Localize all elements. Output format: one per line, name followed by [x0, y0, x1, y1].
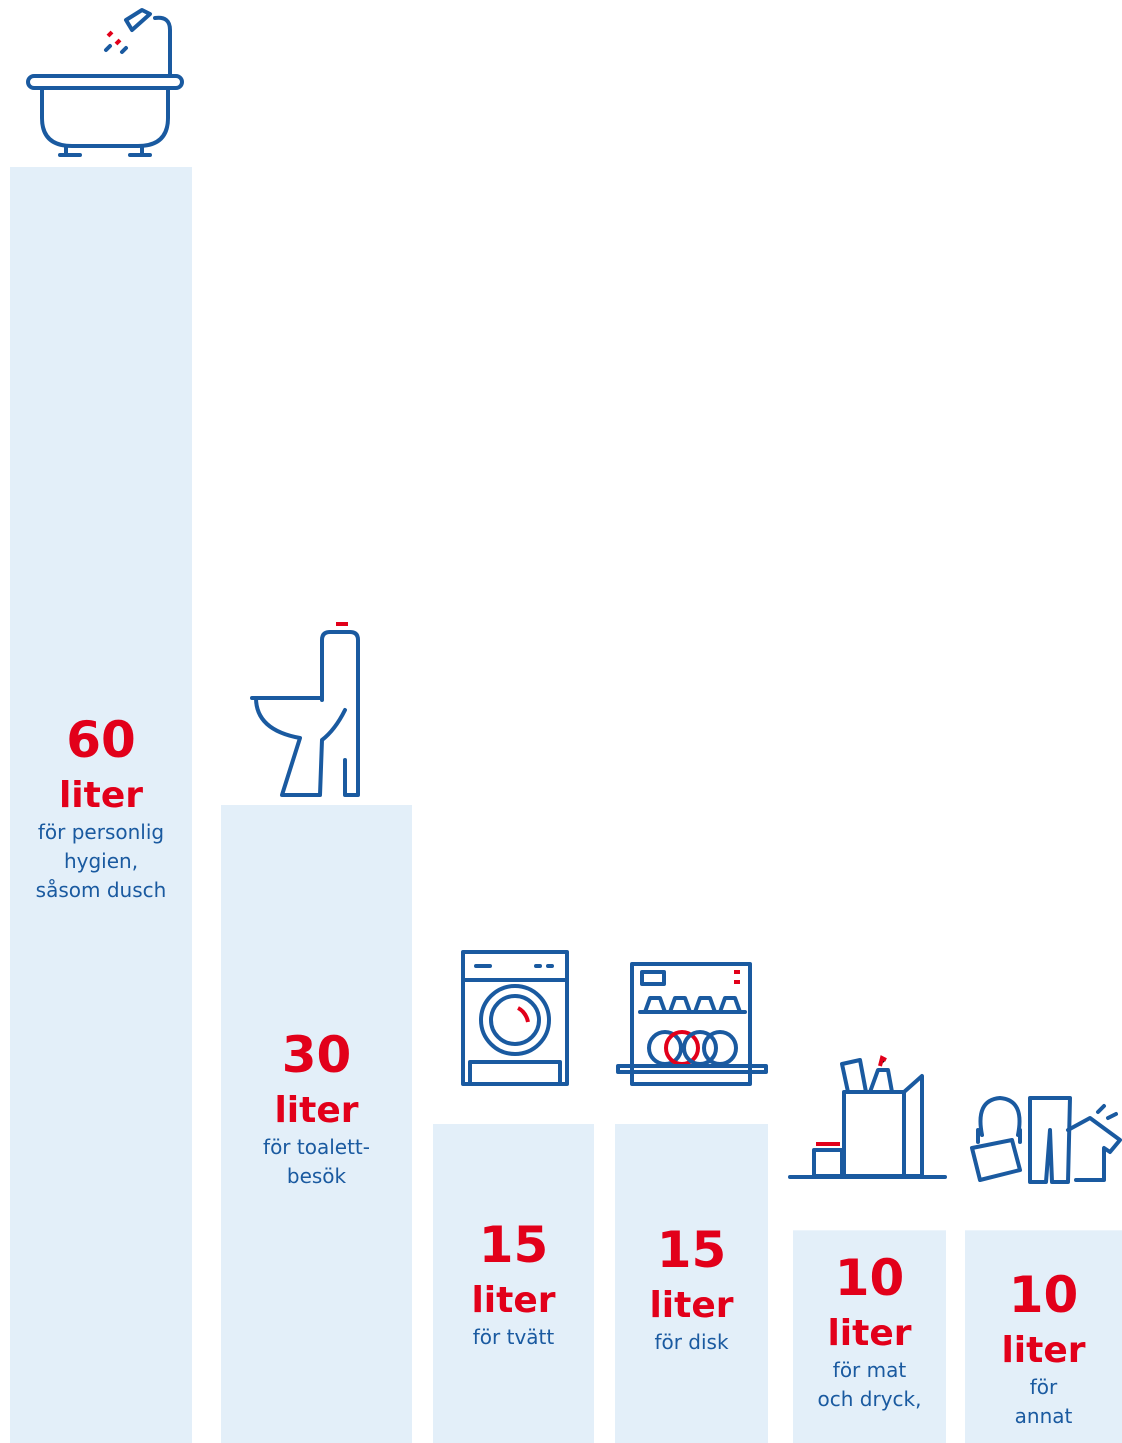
unit-label: liter: [649, 1285, 734, 1326]
value-label: 30: [281, 1026, 352, 1084]
bar: [965, 1230, 1122, 1443]
value-label: 15: [478, 1216, 549, 1274]
bar: [10, 167, 192, 1443]
category-label: för tvätt: [472, 1325, 555, 1349]
value-label: 15: [656, 1221, 727, 1279]
unit-label: liter: [1001, 1330, 1086, 1371]
icon-clothes: [970, 1096, 1122, 1184]
value-label: 10: [1008, 1266, 1079, 1324]
bar: [221, 805, 412, 1443]
bar: [433, 1124, 594, 1443]
icon-dishwasher: [616, 962, 768, 1086]
bars: [10, 167, 1122, 1443]
unit-label: liter: [58, 775, 144, 816]
bar: [793, 1230, 946, 1443]
bar: [615, 1124, 768, 1443]
value-label: 60: [66, 711, 136, 769]
category-label: för personlig hygien, såsom dusch: [35, 820, 167, 902]
unit-label: liter: [471, 1280, 556, 1321]
icon-toilet: [250, 622, 360, 797]
icon-bathtub: [26, 8, 184, 157]
unit-label: liter: [827, 1313, 912, 1354]
category-label: för annat: [1014, 1375, 1073, 1428]
category-label: för mat och dryck,: [817, 1358, 922, 1411]
unit-label: liter: [274, 1090, 359, 1131]
icon-washer: [461, 950, 569, 1086]
category-label: för disk: [654, 1330, 729, 1354]
icon-groceries: [788, 1055, 947, 1179]
category-label: för toalett- besök: [263, 1135, 370, 1188]
value-label: 10: [834, 1249, 905, 1307]
